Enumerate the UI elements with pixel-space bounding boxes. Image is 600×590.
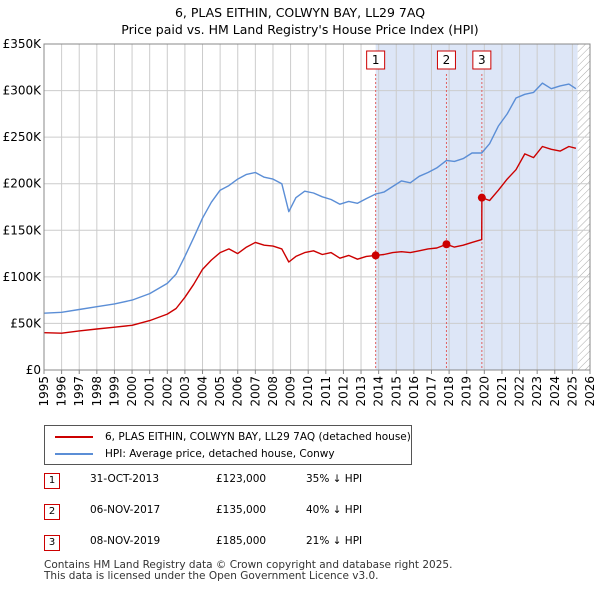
sale-hpi-diff: 21% ↓ HPI — [306, 535, 363, 547]
forecast-hatch — [577, 44, 590, 370]
y-tick-label: £250K — [3, 130, 43, 144]
price-chart: 1 2 3 £0 £50K £100K £150K £200K £250K £300K £350K… — [3, 37, 597, 407]
x-tick-label: 2011 — [319, 376, 333, 407]
legend-entry-hpi: HPI: Average price, detached house, Conw… — [55, 446, 335, 462]
x-tick-label: 1998 — [90, 376, 104, 407]
y-tick-label: £0 — [26, 363, 41, 377]
attribution-footer: Contains HM Land Registry data © Crown c… — [44, 560, 452, 582]
x-tick-label: 2012 — [336, 376, 350, 407]
sale-price: £185,000 — [216, 535, 267, 547]
x-tick-label: 2021 — [495, 376, 509, 407]
y-tick-label: £50K — [10, 316, 42, 330]
x-tick-label: 2004 — [196, 376, 210, 407]
legend-price-label: 6, PLAS EITHIN, COLWYN BAY, LL29 7AQ (de… — [105, 431, 411, 443]
x-tick-label: 2024 — [548, 376, 562, 407]
sale-marker-label: 2 — [443, 53, 451, 67]
x-tick-label: 2010 — [301, 376, 315, 407]
sale-marker-label: 3 — [478, 53, 486, 67]
chart-title-line2: Price paid vs. HM Land Registry's House … — [121, 22, 479, 37]
x-tick-label: 2018 — [442, 376, 456, 407]
y-tick-label: £100K — [3, 270, 43, 284]
legend-hpi-label: HPI: Average price, detached house, Conw… — [105, 448, 335, 460]
x-tick-label: 1996 — [55, 376, 69, 407]
chart-title-line1: 6, PLAS EITHIN, COLWYN BAY, LL29 7AQ — [174, 5, 426, 20]
x-tick-label: 2026 — [583, 376, 597, 407]
x-tick-label: 1997 — [72, 376, 86, 407]
x-tick-label: 2017 — [424, 376, 438, 407]
price-paid-line — [43, 145, 577, 334]
sale-marker-box — [472, 50, 492, 70]
sale-marker-box — [366, 50, 386, 70]
ownership-shade — [375, 44, 578, 370]
sale-number-badge: 3 — [44, 535, 60, 551]
sale-row: 2 06-NOV-2017 £135,000 40% ↓ HPI — [44, 502, 444, 524]
footer-line2: This data is licensed under the Open Gov… — [44, 570, 379, 582]
plot-frame — [43, 43, 591, 371]
sale-row: 3 08-NOV-2019 £185,000 21% ↓ HPI — [44, 533, 444, 555]
x-tick-label: 2014 — [372, 376, 386, 407]
sale-point — [371, 251, 380, 260]
sale-hpi-diff: 35% ↓ HPI — [306, 473, 363, 485]
x-tick-label: 2023 — [530, 376, 544, 407]
sale-point — [442, 240, 451, 249]
sale-marker-label: 1 — [372, 53, 380, 67]
sale-number-badge: 2 — [44, 504, 60, 520]
y-tick-label: £350K — [3, 37, 43, 51]
x-tick-label: 1995 — [37, 376, 51, 407]
y-tick-label: £150K — [3, 223, 43, 237]
x-tick-label: 2009 — [284, 376, 298, 407]
x-tick-label: 2019 — [460, 376, 474, 407]
x-tick-label: 2006 — [231, 376, 245, 407]
x-tick-label: 2016 — [407, 376, 421, 407]
legend-entry-price: 6, PLAS EITHIN, COLWYN BAY, LL29 7AQ (de… — [55, 429, 411, 445]
x-tick-label: 2003 — [178, 376, 192, 407]
x-tick-label: 2001 — [143, 376, 157, 407]
x-tick-label: 2008 — [266, 376, 280, 407]
sale-date: 31-OCT-2013 — [90, 473, 159, 485]
x-tick-label: 2025 — [565, 376, 579, 407]
y-tick-label: £300K — [3, 84, 43, 98]
x-tick-label: 1999 — [107, 376, 121, 407]
x-tick-label: 2005 — [213, 376, 227, 407]
footer-line1: Contains HM Land Registry data © Crown c… — [44, 559, 453, 571]
legend: 6, PLAS EITHIN, COLWYN BAY, LL29 7AQ (de… — [44, 425, 412, 465]
x-tick-label: 2022 — [513, 376, 527, 407]
sale-point — [477, 193, 486, 202]
sale-row: 1 31-OCT-2013 £123,000 35% ↓ HPI — [44, 471, 444, 493]
sale-marker-box — [436, 50, 456, 70]
sale-hpi-diff: 40% ↓ HPI — [306, 504, 363, 516]
legend-price-swatch — [55, 436, 93, 438]
sale-date: 06-NOV-2017 — [90, 504, 161, 516]
legend-hpi-swatch — [55, 453, 93, 455]
sale-price: £135,000 — [216, 504, 267, 516]
sale-price: £123,000 — [216, 473, 267, 485]
y-tick-label: £200K — [3, 177, 43, 191]
sale-date: 08-NOV-2019 — [90, 535, 161, 547]
x-tick-label: 2015 — [389, 376, 403, 407]
x-tick-label: 2013 — [354, 376, 368, 407]
x-tick-label: 2007 — [248, 376, 262, 407]
x-tick-label: 2020 — [477, 376, 491, 407]
x-tick-label: 2000 — [125, 376, 139, 407]
hpi-line — [43, 82, 577, 314]
x-tick-label: 2002 — [160, 376, 174, 407]
sale-number-badge: 1 — [44, 473, 60, 489]
